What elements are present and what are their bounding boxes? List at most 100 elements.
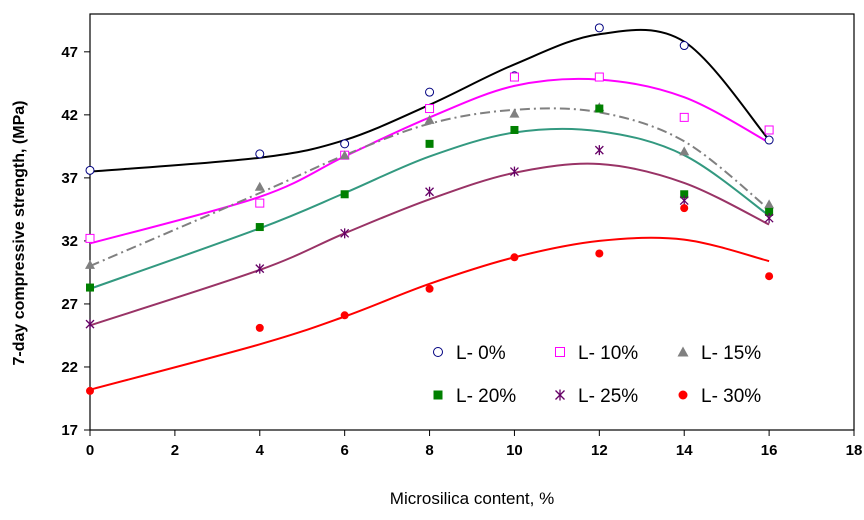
marker-shape xyxy=(254,181,265,191)
data-points xyxy=(85,23,775,395)
data-point-s6 xyxy=(595,249,604,258)
legend-item: L- 20% xyxy=(433,386,516,407)
x-tick-label: 8 xyxy=(425,442,433,459)
legend-label: L- 10% xyxy=(578,343,638,364)
data-point-s5 xyxy=(509,166,519,177)
legend-item: L- 0% xyxy=(433,343,506,364)
marker-shape xyxy=(509,72,519,82)
legend-marker xyxy=(555,389,565,401)
x-tick-label: 18 xyxy=(846,442,863,459)
data-point-s3 xyxy=(509,108,520,118)
legend: L- 0% L- 10% L- 15% L- 20% L- 25% L- 30% xyxy=(433,343,761,407)
legend-marker xyxy=(433,390,443,400)
marker-shape xyxy=(425,284,434,293)
y-tick-label: 47 xyxy=(61,44,78,61)
trendline-6 xyxy=(89,236,770,391)
marker-shape xyxy=(425,139,434,148)
trendline-2 xyxy=(89,77,770,245)
marker-shape xyxy=(85,233,95,243)
marker-shape xyxy=(255,149,265,159)
trendline-3 xyxy=(89,107,770,268)
x-tick-label: 4 xyxy=(256,442,265,459)
marker-shape xyxy=(677,346,689,357)
data-point-s1 xyxy=(85,165,95,175)
data-point-s4 xyxy=(595,104,604,113)
y-tick-label: 32 xyxy=(61,233,78,250)
trendlines xyxy=(89,28,770,391)
legend-label: L- 20% xyxy=(456,386,516,407)
marker-shape xyxy=(424,114,435,124)
y-axis-title: 7-day compressive strength, (MPa) xyxy=(11,101,28,366)
trendline-1 xyxy=(89,28,770,173)
data-point-s3 xyxy=(679,146,690,156)
data-point-s5 xyxy=(764,213,774,224)
marker-shape xyxy=(255,323,264,332)
x-tick-label: 10 xyxy=(506,442,523,459)
data-point-s2 xyxy=(509,72,519,82)
marker-shape xyxy=(510,125,519,134)
data-point-s3 xyxy=(254,181,265,191)
data-point-s4 xyxy=(255,223,264,232)
marker-shape xyxy=(594,72,604,82)
marker-shape xyxy=(425,87,435,97)
legend-label: L- 25% xyxy=(578,386,638,407)
marker-shape xyxy=(510,253,519,262)
trendline-4 xyxy=(89,127,770,290)
y-tick-label: 22 xyxy=(61,359,78,376)
legend-label: L- 30% xyxy=(701,386,761,407)
x-tick-label: 6 xyxy=(340,442,348,459)
marker-shape xyxy=(555,347,565,357)
data-point-s6 xyxy=(340,311,349,320)
marker-shape xyxy=(340,311,349,320)
data-point-s5 xyxy=(425,186,435,197)
legend-item: L- 30% xyxy=(678,386,761,407)
data-point-s5 xyxy=(340,228,350,239)
marker-shape xyxy=(340,139,350,149)
marker-shape xyxy=(433,347,443,357)
data-point-s6 xyxy=(765,272,774,281)
marker-shape xyxy=(679,146,690,156)
data-point-s4 xyxy=(680,190,689,199)
x-axis: 0 2 4 6 8 10 12 14 16 18 xyxy=(86,430,863,459)
marker-shape xyxy=(679,112,689,122)
data-point-s6 xyxy=(680,204,689,213)
data-point-s2 xyxy=(425,104,435,114)
legend-marker xyxy=(678,390,688,400)
marker-shape xyxy=(509,108,520,118)
y-tick-label: 42 xyxy=(61,107,78,124)
plot-frame xyxy=(89,13,855,431)
data-point-s6 xyxy=(86,386,94,395)
data-point-s4 xyxy=(86,283,94,292)
x-tick-label: 0 xyxy=(86,442,94,459)
x-tick-label: 14 xyxy=(676,442,693,459)
data-point-s1 xyxy=(679,41,689,51)
data-point-s5 xyxy=(594,145,604,156)
marker-shape xyxy=(595,249,604,258)
legend-item: L- 10% xyxy=(555,343,638,364)
data-point-s3 xyxy=(339,150,350,160)
marker-shape xyxy=(680,190,689,199)
legend-label: L- 0% xyxy=(456,343,506,364)
marker-shape xyxy=(764,125,774,135)
data-point-s4 xyxy=(340,190,349,199)
x-tick-label: 2 xyxy=(171,442,179,459)
marker-shape xyxy=(764,199,775,209)
marker-shape xyxy=(340,190,349,199)
data-point-s6 xyxy=(255,323,264,332)
marker-shape xyxy=(764,135,774,145)
data-point-s1 xyxy=(255,149,265,159)
x-axis-title: Microsilica content, % xyxy=(390,489,554,508)
marker-shape xyxy=(339,150,350,160)
marker-shape xyxy=(678,390,688,400)
data-point-s3 xyxy=(764,199,775,209)
data-point-s1 xyxy=(594,23,604,33)
y-axis: 17 22 27 32 37 42 47 xyxy=(61,44,90,439)
marker-shape xyxy=(594,23,604,33)
data-point-s4 xyxy=(765,207,774,216)
data-point-s6 xyxy=(510,253,519,262)
data-point-s5 xyxy=(679,195,689,206)
legend-marker xyxy=(555,347,565,357)
legend-marker xyxy=(433,347,443,357)
